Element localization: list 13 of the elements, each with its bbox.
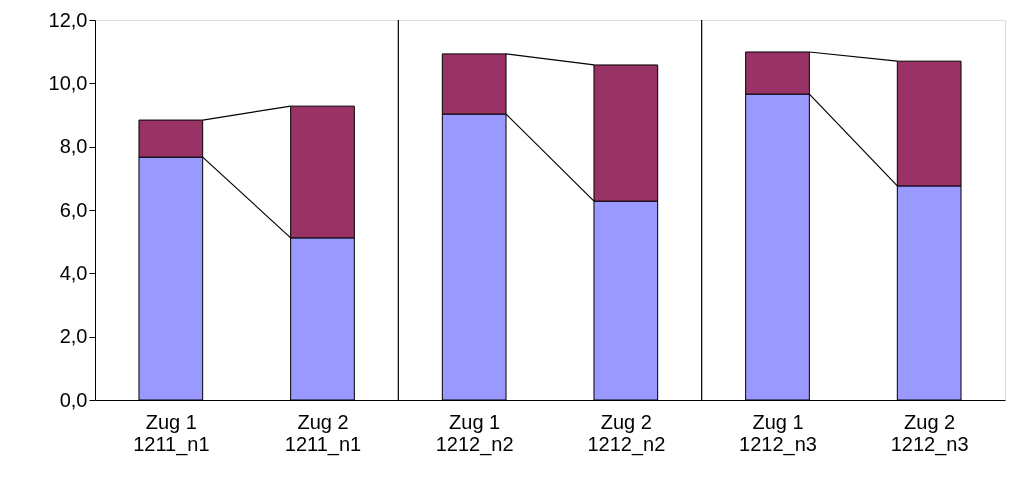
x-tick-label: Zug 1 1211_n1 [133, 410, 210, 456]
x-tick-label: Zug 2 1211_n1 [284, 410, 362, 456]
y-tick-label: 0,0 [59, 388, 88, 411]
x-tick-label: Zug 1 1212_n2 [435, 410, 514, 456]
x-tick-label: Zug 2 1212_n3 [890, 410, 969, 456]
y-tick-label: 10,0 [48, 71, 88, 94]
y-tick-label: 2,0 [59, 325, 88, 348]
x-tick-label: Zug 1 1212_n3 [739, 410, 817, 456]
y-tick-label: 4,0 [59, 261, 88, 284]
y-tick-label: 6,0 [59, 198, 88, 221]
y-tick-label: 12,0 [48, 8, 88, 31]
x-tick-label: Zug 2 1212_n2 [587, 410, 666, 456]
y-tick-label: 8,0 [59, 135, 88, 158]
